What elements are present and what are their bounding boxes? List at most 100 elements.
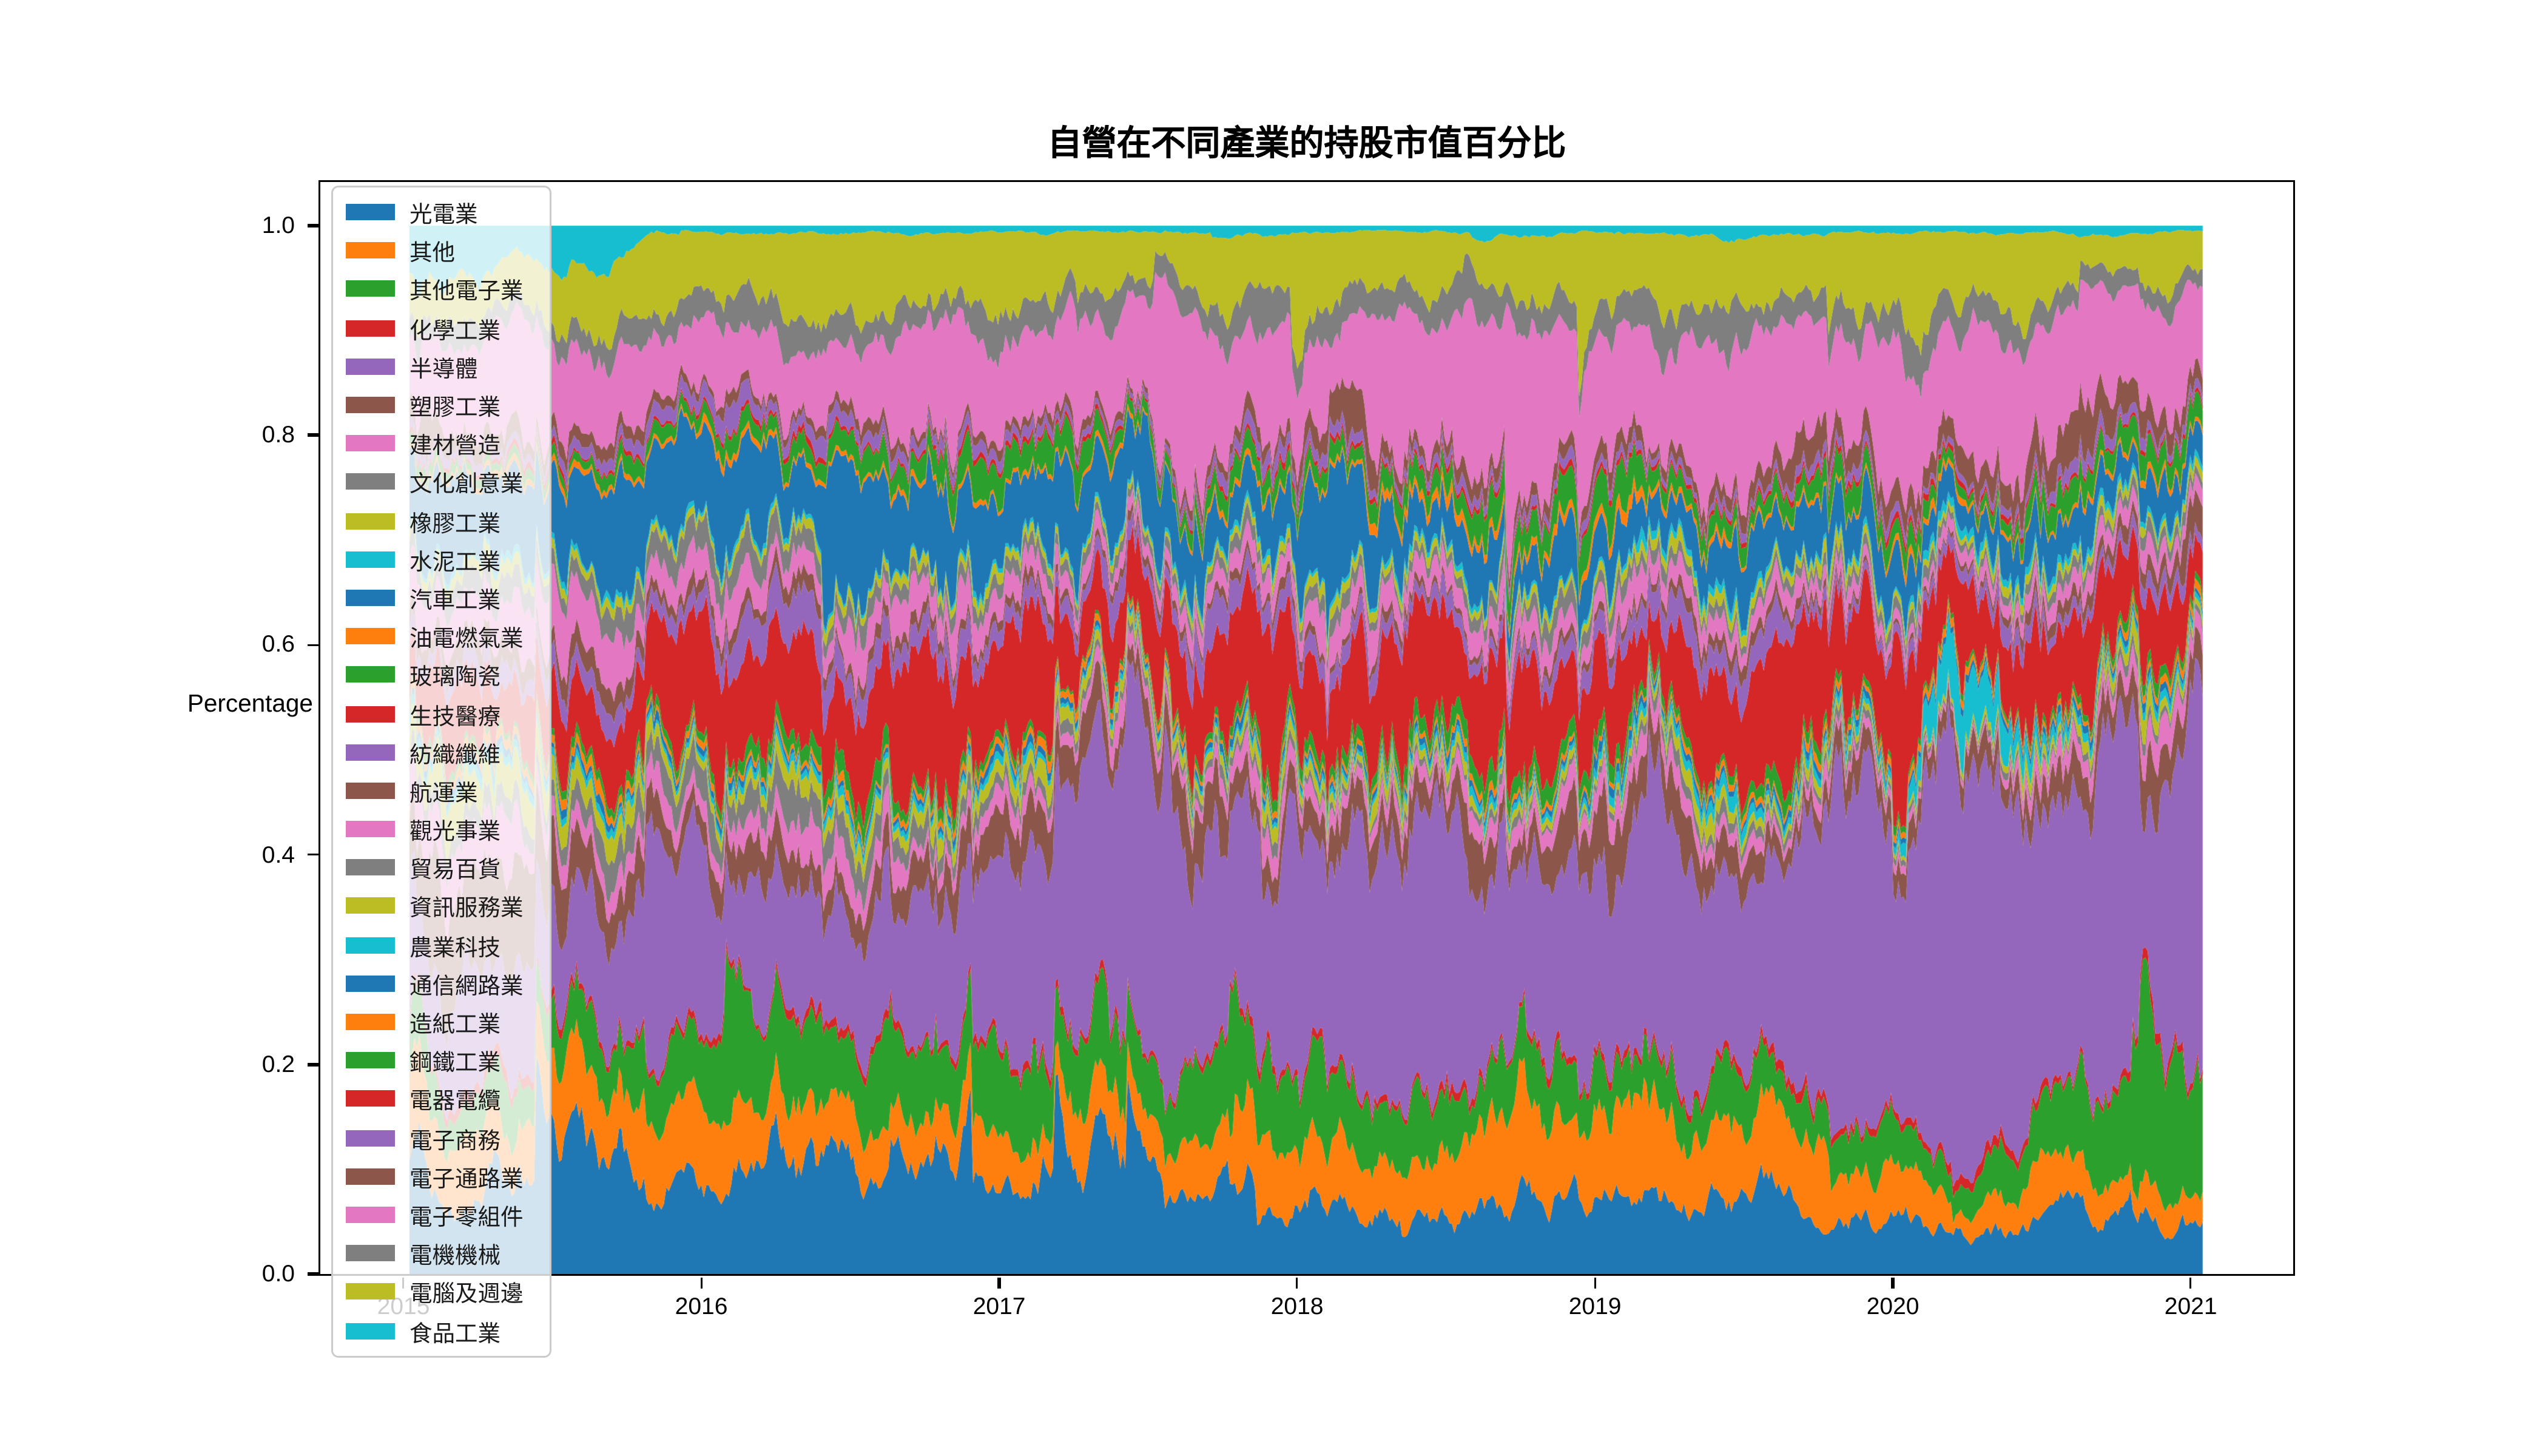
legend-label: 玻璃陶瓷 (410, 665, 501, 691)
legend-label: 建材營造 (410, 433, 501, 459)
legend-swatch (346, 589, 395, 606)
legend-item: 汽車工業 (333, 579, 550, 618)
legend-swatch (346, 397, 395, 414)
legend-label: 水泥工業 (410, 549, 501, 575)
legend-item: 半導體 (333, 347, 550, 386)
legend-item: 化學工業 (333, 309, 550, 348)
legend-label: 其他 (410, 240, 456, 266)
legend: 光電業其他其他電子業化學工業半導體塑膠工業建材營造文化創意業橡膠工業水泥工業汽車… (331, 186, 551, 1357)
legend-swatch (346, 705, 395, 722)
x-tick-label: 2020 (1866, 1292, 1919, 1320)
y-tick-mark (306, 643, 318, 647)
legend-swatch (346, 859, 395, 876)
legend-item: 貿易百貨 (333, 849, 550, 888)
legend-swatch (346, 628, 395, 645)
legend-item: 其他 (333, 232, 550, 271)
legend-label: 電器電纜 (410, 1089, 501, 1115)
x-tick-label: 2019 (1568, 1292, 1622, 1320)
y-tick-mark (306, 434, 318, 437)
legend-swatch (346, 319, 395, 336)
legend-swatch (346, 1245, 395, 1262)
legend-item: 通信網路業 (333, 964, 550, 1003)
legend-item: 電腦及週邊 (333, 1273, 550, 1312)
legend-item: 玻璃陶瓷 (333, 656, 550, 695)
legend-label: 電腦及週邊 (410, 1282, 524, 1308)
legend-label: 化學工業 (410, 317, 501, 343)
legend-item: 食品工業 (333, 1311, 550, 1350)
legend-item: 資訊服務業 (333, 887, 550, 926)
x-tick-mark (997, 1276, 1001, 1288)
y-axis-label: Percentage (187, 690, 313, 717)
legend-label: 電子零組件 (410, 1204, 524, 1230)
legend-label: 資訊服務業 (410, 896, 524, 922)
y-tick-mark (306, 1063, 318, 1066)
y-tick-label: 0.6 (261, 630, 295, 658)
x-tick-label: 2016 (675, 1292, 728, 1320)
legend-item: 電器電纜 (333, 1080, 550, 1119)
legend-swatch (346, 975, 395, 992)
legend-label: 生技醫療 (410, 703, 501, 729)
legend-swatch (346, 667, 395, 684)
legend-label: 光電業 (410, 202, 478, 228)
legend-swatch (346, 1052, 395, 1069)
y-tick-label: 0.4 (261, 840, 295, 868)
legend-swatch (346, 782, 395, 799)
legend-swatch (346, 744, 395, 761)
stacked-area-plot (320, 182, 2293, 1274)
legend-label: 電子通路業 (410, 1166, 524, 1192)
legend-swatch (346, 1206, 395, 1223)
legend-item: 建材營造 (333, 424, 550, 463)
legend-swatch (346, 281, 395, 298)
x-tick-mark (1891, 1276, 1895, 1288)
legend-swatch (346, 551, 395, 568)
legend-item: 觀光事業 (333, 810, 550, 849)
y-tick-label: 0.0 (261, 1259, 295, 1287)
y-tick-mark (306, 853, 318, 857)
legend-swatch (346, 435, 395, 452)
legend-label: 電機機械 (410, 1243, 501, 1269)
legend-label: 電子商務 (410, 1127, 501, 1153)
legend-item: 油電燃氣業 (333, 617, 550, 656)
legend-swatch (346, 242, 395, 259)
x-tick-mark (1295, 1276, 1299, 1288)
legend-swatch (346, 1091, 395, 1108)
y-tick-label: 0.8 (261, 420, 295, 448)
x-tick-label: 2017 (972, 1292, 1026, 1320)
y-tick-label: 0.2 (261, 1050, 295, 1077)
legend-swatch (346, 474, 395, 491)
legend-swatch (346, 1129, 395, 1146)
x-tick-label: 2018 (1270, 1292, 1324, 1320)
legend-item: 水泥工業 (333, 540, 550, 579)
legend-item: 紡織纖維 (333, 733, 550, 772)
legend-item: 其他電子業 (333, 270, 550, 309)
legend-swatch (346, 512, 395, 529)
legend-label: 文化創意業 (410, 472, 524, 498)
x-tick-mark (2189, 1276, 2192, 1288)
legend-swatch (346, 358, 395, 375)
legend-swatch (346, 1284, 395, 1301)
legend-swatch (346, 1014, 395, 1031)
y-tick-mark (306, 224, 318, 228)
legend-item: 造紙工業 (333, 1003, 550, 1042)
legend-label: 油電燃氣業 (410, 626, 524, 652)
legend-item: 電子零組件 (333, 1196, 550, 1235)
legend-label: 貿易百貨 (410, 857, 501, 883)
legend-label: 其他電子業 (410, 279, 524, 305)
legend-label: 橡膠工業 (410, 510, 501, 536)
legend-item: 航運業 (333, 771, 550, 810)
legend-label: 塑膠工業 (410, 395, 501, 421)
x-tick-mark (1593, 1276, 1597, 1288)
legend-label: 鋼鐵工業 (410, 1050, 501, 1076)
legend-label: 食品工業 (410, 1320, 501, 1346)
legend-item: 鋼鐵工業 (333, 1041, 550, 1080)
legend-swatch (346, 936, 395, 953)
legend-label: 農業科技 (410, 934, 501, 960)
legend-item: 電子通路業 (333, 1157, 550, 1196)
legend-item: 生技醫療 (333, 694, 550, 733)
legend-item: 電機機械 (333, 1234, 550, 1273)
legend-item: 塑膠工業 (333, 386, 550, 425)
legend-item: 電子商務 (333, 1119, 550, 1158)
y-tick-mark (306, 1272, 318, 1276)
legend-label: 造紙工業 (410, 1012, 501, 1038)
legend-label: 半導體 (410, 356, 478, 382)
